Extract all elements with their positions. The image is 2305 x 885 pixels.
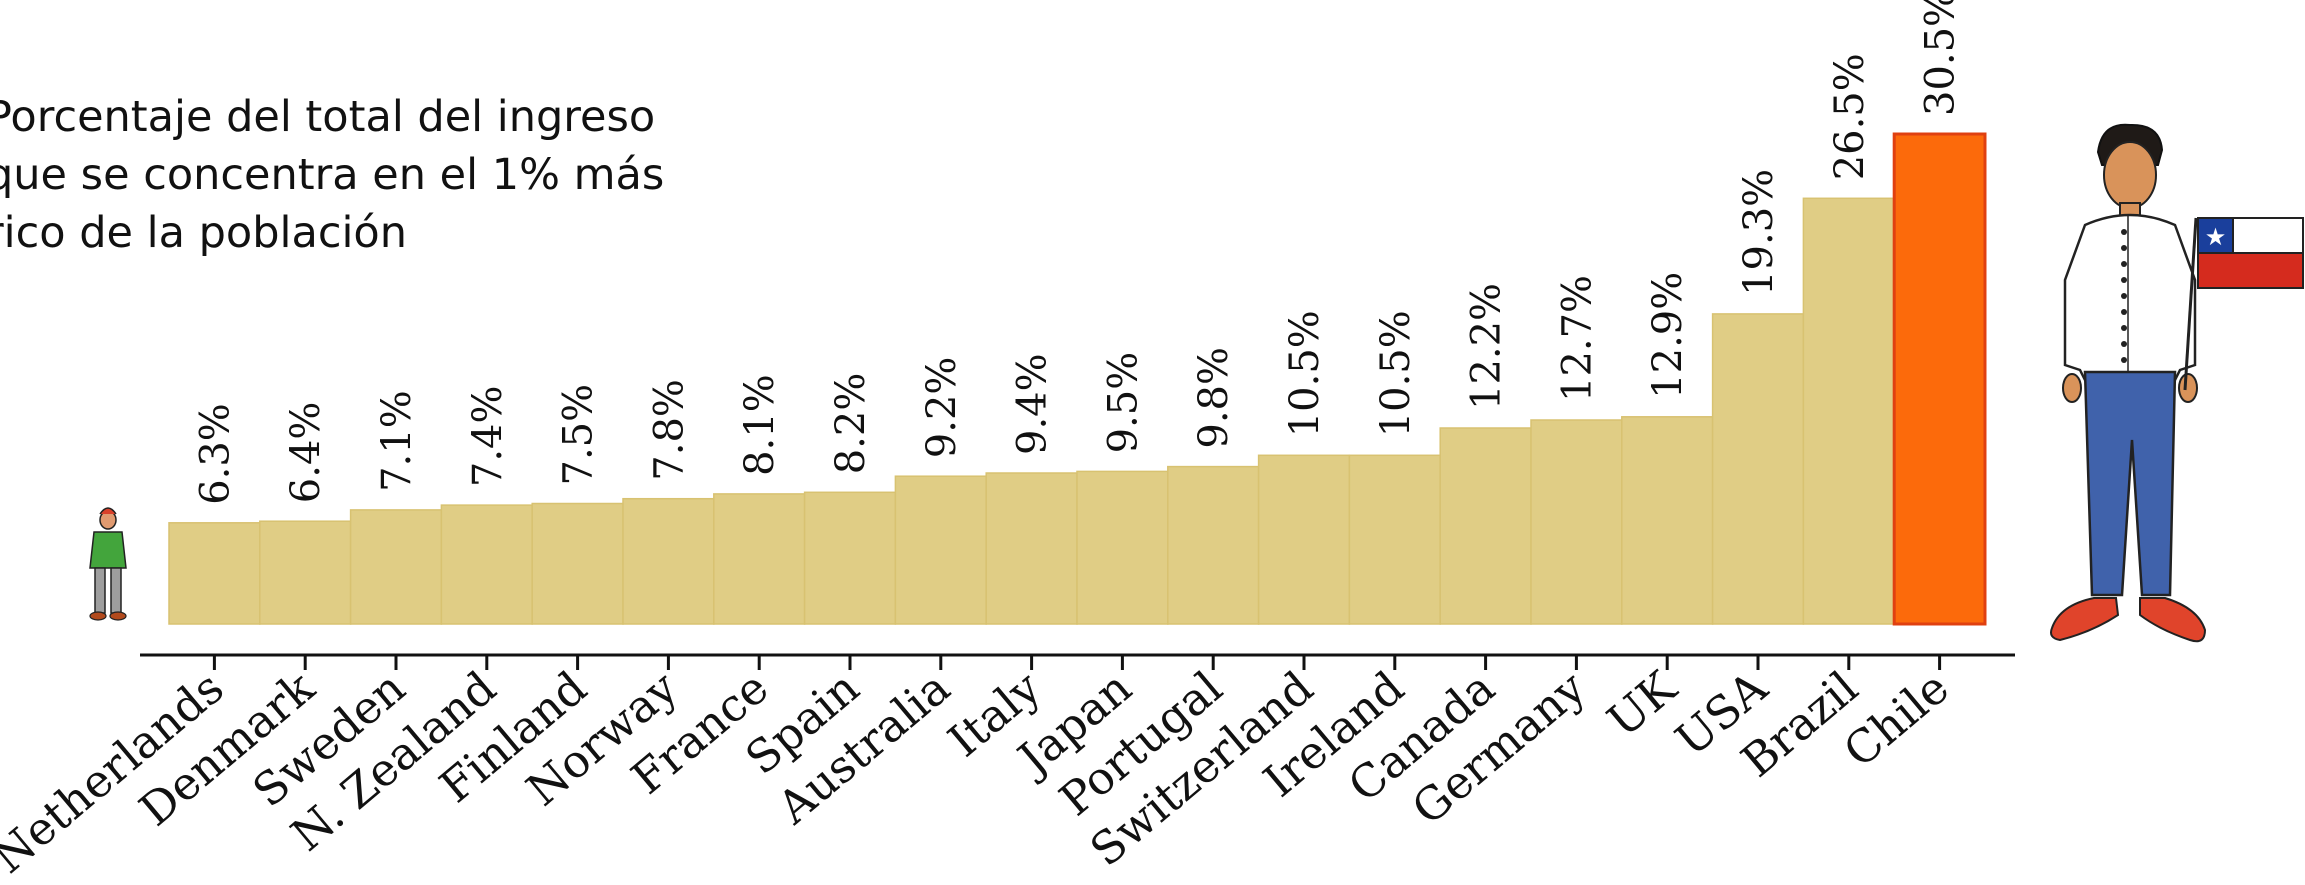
bars-group: [168, 132, 1987, 626]
value-label: 30.5%: [1918, 0, 1964, 116]
value-label: 10.5%: [1373, 310, 1419, 437]
svg-text:★: ★: [2205, 223, 2227, 251]
value-label: 8.2%: [828, 373, 874, 475]
bar-japan: [1076, 470, 1169, 625]
value-label: 26.5%: [1827, 53, 1873, 180]
bar-portugal: [1167, 465, 1260, 625]
bar-sweden: [349, 509, 443, 625]
value-label: 10.5%: [1282, 310, 1328, 437]
value-label: 9.2%: [919, 357, 965, 459]
chile-flag-icon: ★: [2183, 217, 2304, 391]
value-label: 6.3%: [192, 403, 238, 505]
value-label: 12.2%: [1464, 283, 1510, 410]
bar-denmark: [259, 520, 352, 625]
bar-germany: [1530, 419, 1623, 625]
value-label: 7.4%: [465, 385, 511, 487]
value-label: 19.3%: [1736, 169, 1782, 296]
value-label: 9.8%: [1191, 347, 1237, 449]
value-label: 8.1%: [737, 374, 783, 476]
bar-usa: [1711, 313, 1805, 625]
bar-netherlands: [168, 522, 261, 625]
value-labels-group: 6.3% 6.4% 7.1% 7.4% 7.5% 7.8% 8.1% 8.2% 9.2% 9.4%…: [192, 0, 1963, 505]
chilean-person-icon: [2050, 123, 2207, 643]
value-label: 9.5%: [1100, 352, 1146, 454]
bar-n-zealand: [440, 504, 533, 625]
value-label: 9.4%: [1010, 353, 1056, 455]
x-ticks-group: [212, 655, 1942, 670]
bar-canada: [1439, 427, 1532, 625]
value-label: 7.1%: [374, 390, 420, 492]
value-label: 6.4%: [283, 402, 329, 504]
bar-france: [713, 493, 806, 625]
bar-ireland: [1348, 454, 1441, 625]
bar-chile: [1892, 132, 1987, 626]
small-person-icon: [89, 507, 127, 621]
x-tick-label: Chile: [1834, 661, 1959, 778]
value-label: 7.5%: [556, 384, 602, 486]
bar-finland: [531, 502, 624, 625]
bar-australia: [894, 475, 987, 625]
bar-norway: [622, 497, 715, 625]
value-label: 12.9%: [1645, 272, 1691, 399]
value-label: 7.8%: [646, 379, 692, 481]
bar-spain: [803, 491, 897, 625]
chart-title: Porcentaje del total del ingreso que se …: [0, 92, 665, 258]
bar-uk: [1621, 416, 1714, 625]
bar-switzerland: [1257, 454, 1351, 625]
bar-brazil: [1802, 197, 1895, 625]
value-label: 12.7%: [1554, 275, 1600, 402]
bar-italy: [985, 472, 1078, 625]
